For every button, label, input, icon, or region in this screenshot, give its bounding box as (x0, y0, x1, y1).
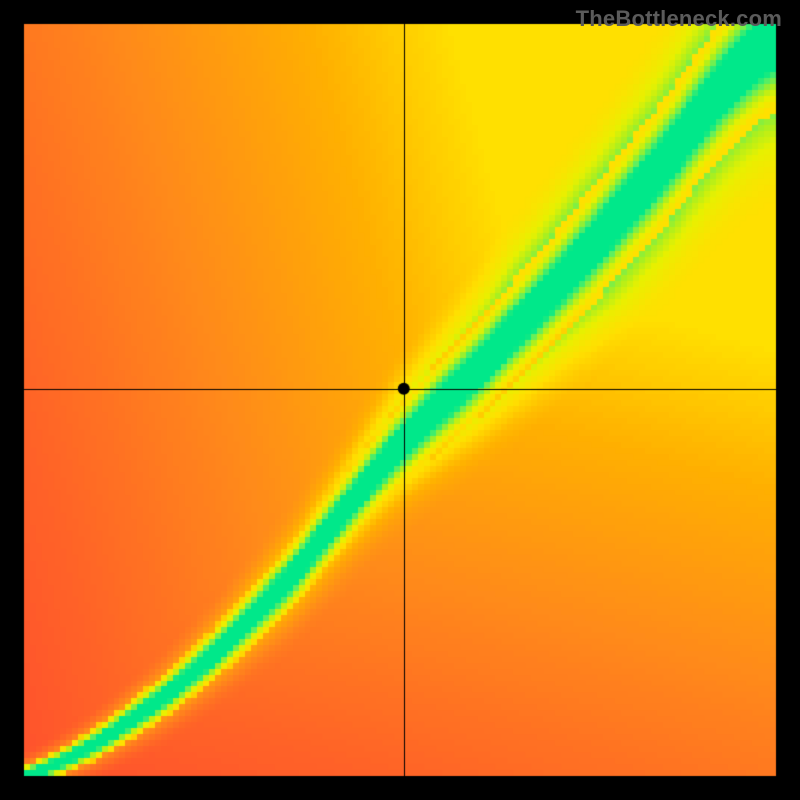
chart-root: TheBottleneck.com (0, 0, 800, 800)
watermark-text: TheBottleneck.com (576, 6, 782, 32)
heatmap-canvas (0, 0, 800, 800)
